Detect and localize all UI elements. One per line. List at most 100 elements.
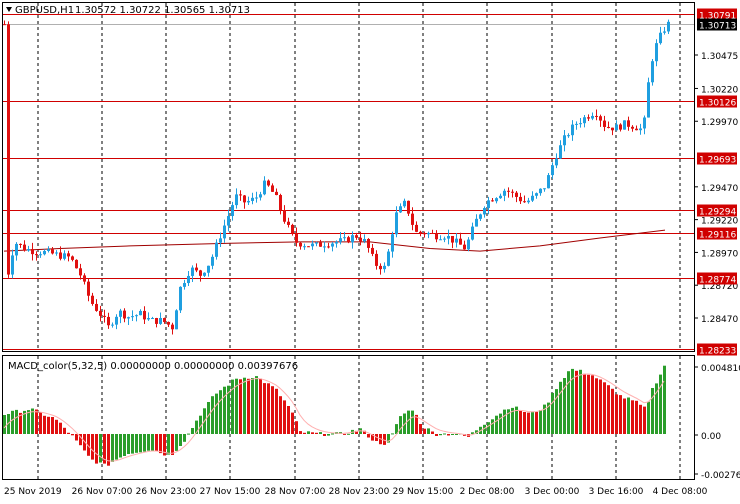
macd-bar [275, 388, 278, 434]
macd-bar [571, 368, 574, 434]
price-axis-label: 1.30475 [701, 52, 738, 62]
macd-bar [635, 400, 638, 434]
macd-bar [263, 383, 266, 434]
candle-body [243, 195, 246, 203]
macd-bar [579, 369, 582, 434]
candle-body [143, 310, 146, 320]
candle-body [115, 316, 118, 325]
macd-bar [331, 433, 334, 435]
macd-indicator-label: MACD_color(5,32,5) 0.00000000 0.00000000… [8, 361, 298, 372]
macd-bar [411, 410, 414, 434]
macd-bar [27, 410, 30, 434]
macd-bar [243, 377, 246, 434]
macd-bar [595, 378, 598, 434]
macd-bar [527, 412, 530, 434]
macd-bar [171, 434, 174, 455]
macd-bar [215, 393, 218, 434]
candle-body [559, 145, 562, 159]
candle-body [279, 195, 282, 211]
price-axis-label: 1.28970 [701, 249, 738, 259]
macd-bar [39, 412, 42, 434]
macd-bar [391, 433, 394, 435]
macd-bar [623, 398, 626, 434]
candle-body [419, 231, 422, 234]
time-axis-label: 28 Nov 23:00 [329, 487, 390, 497]
candle-body [651, 61, 654, 83]
dropdown-triangle-icon[interactable] [6, 7, 12, 12]
macd-bar [175, 434, 178, 451]
macd-bar [231, 379, 234, 434]
price-axis-label: 1.28720 [701, 282, 738, 292]
macd-bar [199, 415, 202, 434]
horizontal-levels[interactable] [3, 14, 694, 350]
macd-bar [291, 412, 294, 434]
candle-body [479, 214, 482, 219]
candle-body [347, 237, 350, 243]
macd-axis: 0.0048101 0.00 -0.002763 [694, 364, 740, 481]
candle-body [219, 238, 222, 243]
candle-body [255, 197, 258, 199]
time-axis-label: 4 Dec 08:00 [653, 487, 708, 497]
candle-body [375, 253, 378, 266]
candle-body [331, 243, 334, 247]
candle-body [259, 194, 262, 198]
macd-bar [319, 432, 322, 434]
candle-body [359, 237, 362, 242]
macd-bar [127, 434, 130, 454]
macd-bar [627, 397, 630, 434]
macd-bar [343, 433, 346, 435]
macd-bar [515, 406, 518, 434]
macd-bar [15, 409, 18, 434]
candle-body [151, 318, 154, 320]
price-axis-label: 1.30220 [701, 85, 738, 95]
candle-body [667, 21, 670, 32]
macd-bar [591, 375, 594, 434]
candle-body [367, 238, 370, 248]
candle-body [343, 237, 346, 239]
macd-bar [499, 413, 502, 434]
candle-body [63, 253, 66, 259]
candle-body [355, 235, 358, 238]
candle-body [387, 251, 390, 266]
macd-bar [119, 434, 122, 458]
level-price-text: 1.28774 [699, 276, 736, 286]
candle-body [539, 188, 542, 194]
macd-bar [219, 390, 222, 434]
macd-bar [179, 434, 182, 446]
macd-bar [87, 434, 90, 456]
macd-histogram [3, 365, 666, 466]
candle-body [447, 235, 450, 239]
candle-body [627, 120, 630, 127]
candle-body [607, 126, 610, 128]
candle-body [563, 135, 566, 146]
candle-body [247, 200, 250, 203]
macd-bar [639, 404, 642, 434]
candle-body [363, 238, 366, 242]
candle-body [59, 252, 62, 259]
macd-bar [475, 430, 478, 434]
macd-bar [615, 394, 618, 434]
macd-bar [407, 410, 410, 434]
macd-bar [323, 434, 326, 436]
candle-body [591, 115, 594, 119]
candle-body [659, 32, 662, 44]
macd-bar [603, 382, 606, 434]
candle-body [199, 270, 202, 276]
macd-bar [159, 434, 162, 454]
candle-body [7, 24, 10, 275]
macd-bar [367, 434, 370, 438]
candle-body [91, 295, 94, 304]
candle-body [263, 180, 266, 195]
macd-bar [207, 402, 210, 434]
macd-bar [491, 419, 494, 434]
candle-body [131, 316, 134, 318]
macd-bar [607, 385, 610, 434]
macd-bar [303, 432, 306, 434]
time-axis-label: 28 Nov 07:00 [265, 487, 326, 497]
macd-bar [3, 415, 6, 434]
macd-bar [139, 434, 142, 453]
candle-body [371, 247, 374, 254]
candle-body [579, 123, 582, 125]
candle-body [551, 165, 554, 176]
